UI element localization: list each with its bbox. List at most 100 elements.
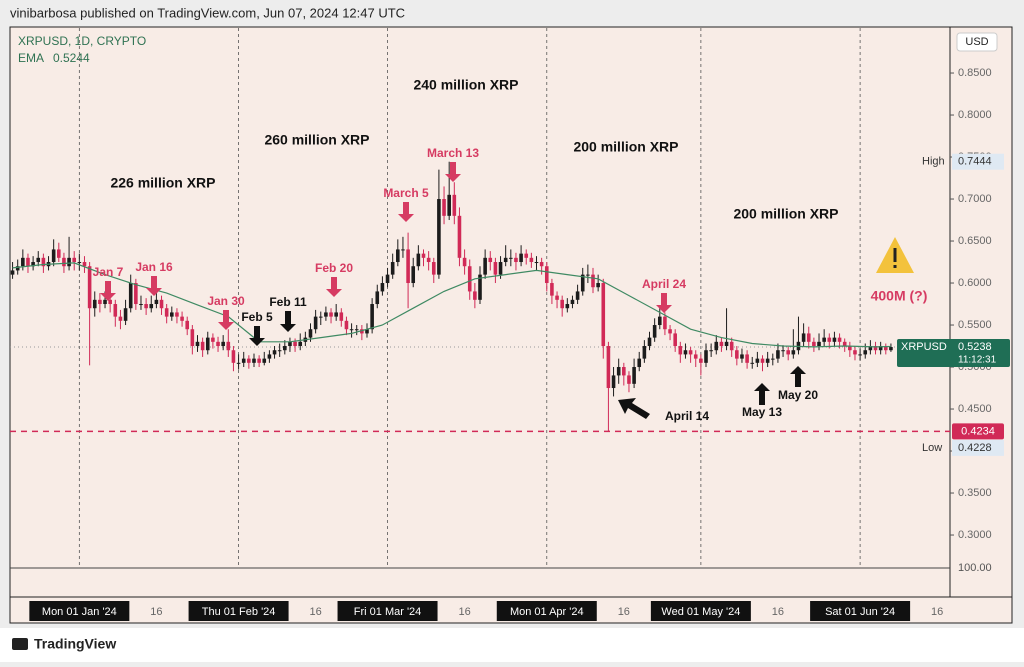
candle-body [406,249,410,284]
annotation: 260 million XRP [264,132,369,148]
annotation: 240 million XRP [413,77,518,93]
annotation: April 24 [642,277,686,291]
candle-body [678,346,683,355]
y-tick-label: 0.5500 [958,319,992,331]
candle-body [657,316,662,326]
x-tick-label: Thu 01 Feb '24 [202,606,276,618]
candle-body [67,257,71,267]
warning-mark [893,248,897,262]
support-box [952,423,1004,440]
candle-body [437,199,441,275]
candle-body [10,270,15,275]
x-tick-box [29,601,130,621]
candle-body [77,262,82,264]
candle-body [519,253,523,263]
candle-body [827,337,832,342]
candle-body [735,350,739,359]
candle-body [627,375,631,384]
candle-body [380,283,385,292]
candle-body [370,304,374,330]
annotation: March 5 [383,186,429,200]
candle-body [216,341,220,347]
x-tick-label: 16 [458,606,470,618]
candle-body [580,274,585,292]
candle-body [354,329,359,331]
candle-body [473,291,477,300]
candle-body [313,316,318,330]
candle-body [776,350,780,359]
candle-body [149,304,154,309]
candle-body [544,266,549,284]
arrow [398,202,414,222]
candle-body [719,341,724,347]
candle-body [123,308,128,321]
candle-body [560,299,564,309]
candle-body [647,337,652,347]
candle-body [308,329,313,338]
candle-body [128,283,133,309]
x-tick-box [650,601,751,621]
currency-box [956,32,998,52]
candle-body [349,329,354,331]
candle-body [15,266,20,271]
candle-body [483,257,487,275]
y-tick-label: 0.8500 [958,67,992,79]
candle-body [175,312,179,317]
footer-bar [0,628,1024,662]
candle-body [426,257,431,263]
candle-body [760,358,765,363]
ema-label: EMA [18,51,44,65]
candle-body [786,350,790,355]
candle-body [693,354,698,359]
candle-body [878,346,883,351]
candle-body [164,308,169,317]
candle-body [832,337,837,342]
candle-body [709,350,713,352]
annotation: May 13 [742,405,782,419]
candle-body [498,262,503,275]
pane-label: 100.00 [958,562,992,574]
candle-body [822,337,826,342]
arrow [280,311,296,332]
countdown: 11:12:31 [958,355,997,366]
candle-body [57,249,61,258]
candle-body [267,354,272,359]
candle-body [298,341,303,347]
candle-body [637,358,642,368]
candle-body [673,333,677,347]
arrow [790,366,806,387]
candle-body [770,358,775,360]
arrow [249,326,265,346]
candle-body [555,295,559,300]
x-tick-label: Sat 01 Jun '24 [825,606,895,618]
candle-body [262,358,267,363]
candle-body [36,257,41,263]
candle-body [365,329,369,334]
candle-body [729,341,734,351]
high-value: 0.7444 [958,156,992,168]
candle-body [390,262,395,275]
candle-body [411,266,416,284]
candle-body [683,350,688,355]
x-tick-label: Mon 01 Apr '24 [510,606,584,618]
candle-body [596,283,600,288]
ema-value: 0.5244 [53,51,90,65]
candle-body [765,358,770,363]
candle-body [457,215,462,258]
arrow [146,276,162,296]
candle-body [421,253,426,258]
candle-body [699,358,703,363]
candle-body [283,346,287,351]
candle-body [806,333,811,342]
candle-body [688,350,693,355]
candle-body [493,262,498,275]
x-tick-box [810,601,911,621]
x-tick-label: 16 [772,606,784,618]
candle-body [329,312,333,317]
candle-body [26,257,30,267]
candle-body [21,257,25,267]
annotation: 226 million XRP [110,175,215,191]
annotation: Feb 5 [241,310,273,324]
last-value: 0.5238 [958,341,992,353]
candle-body [318,316,323,318]
